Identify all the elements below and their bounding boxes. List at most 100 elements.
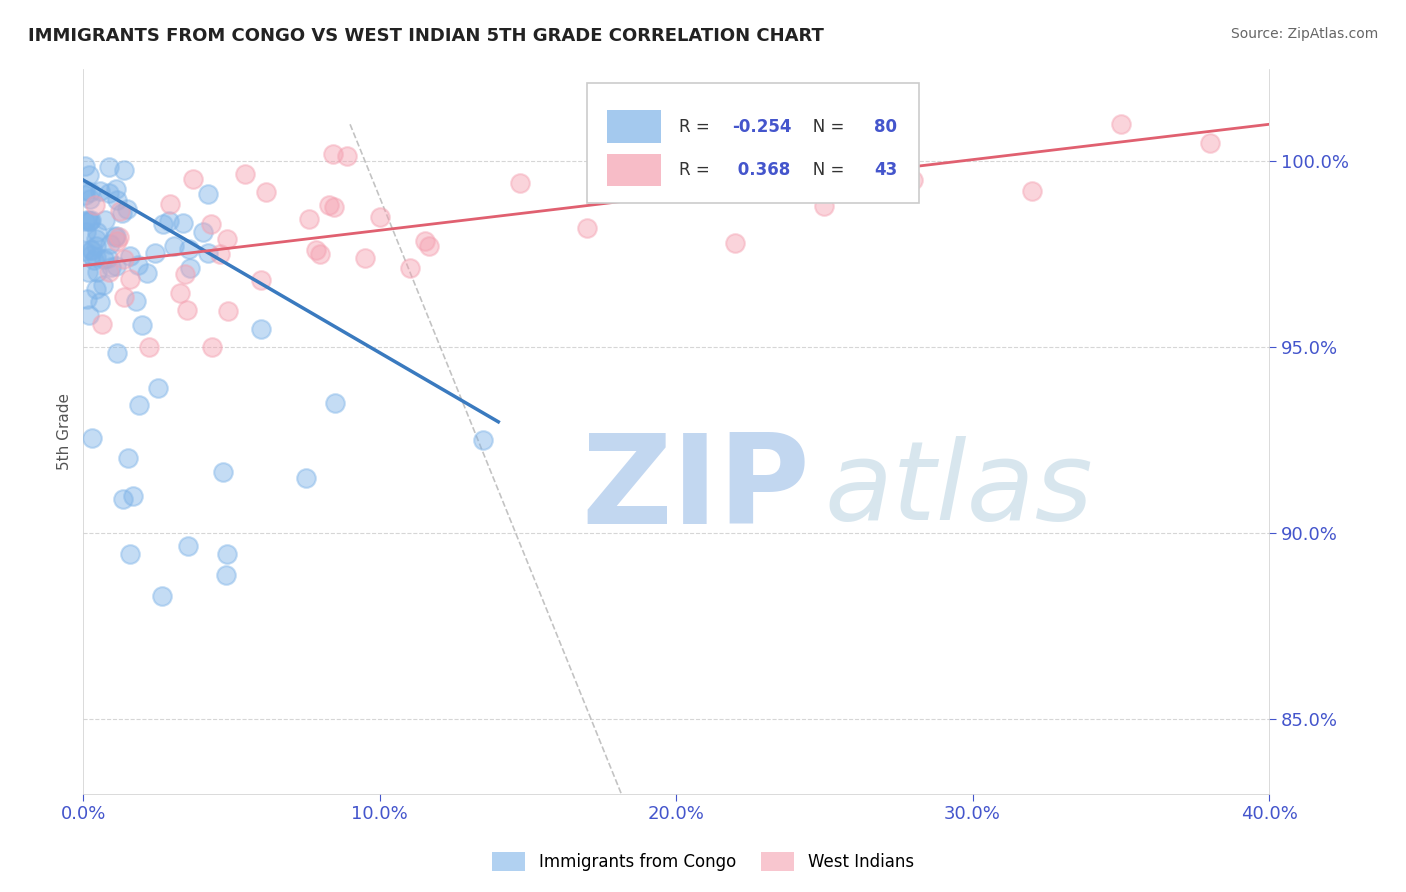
Point: [472, 434, 495, 448]
Point: [509, 176, 531, 190]
Point: [79, 213, 101, 227]
Point: [118, 547, 141, 561]
Point: [122, 489, 145, 503]
Point: [173, 268, 195, 282]
Point: [104, 182, 127, 196]
Point: [305, 243, 328, 257]
Point: [197, 246, 219, 260]
Point: [83, 252, 105, 267]
Point: [323, 396, 346, 410]
Point: [250, 273, 273, 287]
Text: R =: R =: [679, 161, 714, 179]
Point: [94, 212, 117, 227]
Point: [176, 302, 198, 317]
Point: [250, 322, 273, 336]
Point: [79, 308, 101, 322]
Point: [75, 225, 97, 239]
Point: [209, 247, 232, 261]
Point: [80, 243, 103, 257]
Point: [157, 214, 180, 228]
Bar: [607, 153, 661, 186]
Point: [353, 251, 375, 265]
Point: [93, 252, 115, 266]
Point: [90, 317, 112, 331]
Point: [254, 185, 277, 199]
Point: [80, 212, 103, 227]
Point: [118, 271, 141, 285]
Point: [1021, 184, 1043, 198]
Text: 0.368: 0.368: [733, 161, 790, 179]
Point: [322, 146, 344, 161]
Point: [98, 160, 121, 174]
Point: [217, 547, 239, 561]
Point: [217, 303, 239, 318]
Point: [79, 244, 101, 258]
Point: [200, 217, 222, 231]
Point: [84, 198, 107, 212]
Point: [127, 258, 149, 272]
Point: [197, 187, 219, 202]
Point: [201, 340, 224, 354]
Point: [399, 260, 422, 275]
Point: [105, 234, 128, 248]
Bar: [607, 111, 661, 143]
Point: [80, 247, 103, 261]
Text: IMMIGRANTS FROM CONGO VS WEST INDIAN 5TH GRADE CORRELATION CHART: IMMIGRANTS FROM CONGO VS WEST INDIAN 5TH…: [28, 27, 824, 45]
Point: [368, 211, 391, 225]
Point: [128, 398, 150, 412]
Point: [1109, 117, 1132, 131]
Point: [98, 237, 121, 252]
Text: 43: 43: [875, 161, 897, 179]
Text: N =: N =: [797, 118, 849, 136]
Point: [79, 214, 101, 228]
Point: [97, 252, 120, 266]
Point: [159, 197, 181, 211]
Point: [179, 260, 201, 275]
Text: R =: R =: [679, 118, 714, 136]
Point: [73, 159, 96, 173]
Point: [217, 231, 239, 245]
Point: [1198, 136, 1220, 150]
Point: [100, 260, 122, 275]
Point: [298, 212, 321, 227]
Point: [79, 186, 101, 200]
Point: [112, 290, 135, 304]
Point: [169, 285, 191, 300]
Point: [105, 345, 128, 359]
Point: [125, 294, 148, 309]
Point: [413, 235, 436, 249]
Point: [73, 244, 96, 259]
Text: ZIP: ZIP: [581, 429, 810, 549]
Point: [93, 278, 115, 293]
Point: [89, 294, 111, 309]
Point: [105, 193, 128, 207]
Point: [177, 539, 200, 553]
Point: [152, 217, 174, 231]
FancyBboxPatch shape: [588, 83, 920, 202]
Point: [111, 491, 134, 506]
Text: N =: N =: [797, 161, 849, 179]
Point: [323, 200, 346, 214]
Point: [98, 265, 121, 279]
Point: [576, 221, 599, 235]
Point: [181, 172, 204, 186]
Point: [86, 225, 108, 239]
Text: Source: ZipAtlas.com: Source: ZipAtlas.com: [1230, 27, 1378, 41]
Point: [418, 239, 440, 253]
Point: [110, 204, 132, 219]
Text: 80: 80: [875, 118, 897, 136]
Point: [135, 266, 157, 280]
Point: [294, 470, 316, 484]
Point: [724, 236, 747, 251]
Point: [336, 149, 359, 163]
Point: [177, 242, 200, 256]
Point: [111, 206, 134, 220]
Point: [84, 232, 107, 246]
Point: [104, 259, 127, 273]
Point: [89, 184, 111, 198]
Point: [76, 292, 98, 306]
Point: [318, 197, 340, 211]
Point: [98, 186, 121, 200]
Point: [108, 230, 131, 244]
Point: [163, 239, 186, 253]
